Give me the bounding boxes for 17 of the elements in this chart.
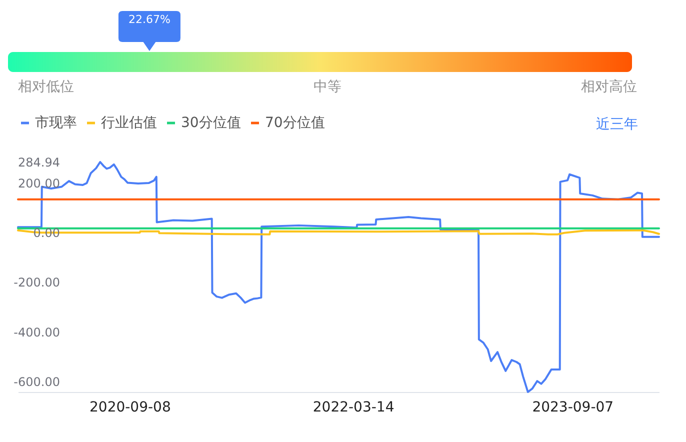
x-tick-label: 2022-03-14 bbox=[312, 400, 394, 416]
legend-label: 30分位值 bbox=[181, 115, 241, 131]
text: 相对高位 bbox=[581, 79, 637, 95]
x-tick-label: 2020-09-08 bbox=[90, 400, 171, 416]
legend-label: 行业估值 bbox=[101, 115, 157, 131]
y-tick-label: -400.00 bbox=[14, 325, 60, 340]
y-tick-label: -600.00 bbox=[14, 374, 60, 389]
x-tick-label: 2023-09-07 bbox=[532, 400, 614, 416]
legend-label: 70分位值 bbox=[265, 115, 325, 131]
text: 中等 bbox=[314, 79, 342, 95]
y-tick-label: 284.94 bbox=[18, 156, 60, 170]
legend-label: 市现率 bbox=[35, 115, 77, 131]
y-tick-label: -200.00 bbox=[14, 276, 60, 290]
y-tick-label: 200.00 bbox=[18, 176, 60, 191]
text: 近三年 bbox=[596, 116, 638, 132]
text: 相对低位 bbox=[18, 79, 74, 95]
data-label: 22.67% bbox=[128, 13, 170, 26]
